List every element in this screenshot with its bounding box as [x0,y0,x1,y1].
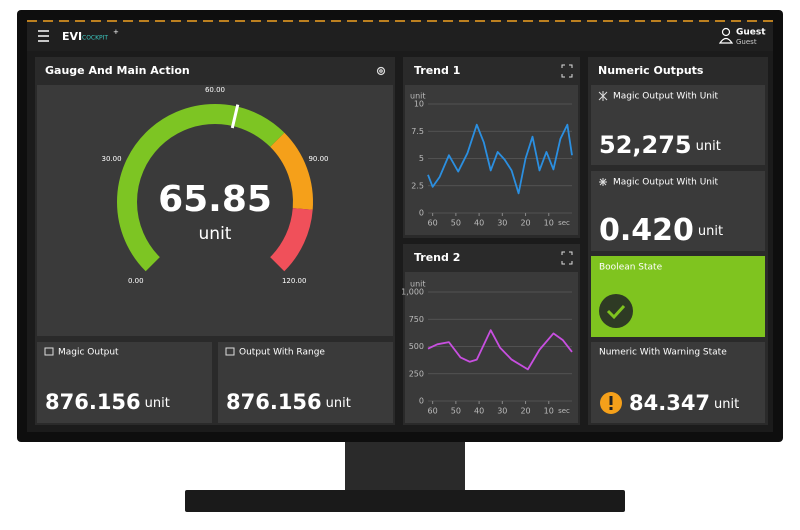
value-card [37,342,212,423]
gauge-value: 65.85 [158,179,272,220]
y-tick-label: 0 [419,397,424,406]
expand-icon[interactable] [561,64,573,78]
y-tick-label: 7.5 [411,127,424,136]
x-tick-label: 20 [520,219,530,228]
value: 876.156 [45,390,141,414]
card-title: Magic Output With Unit [613,92,719,102]
gauge-unit: unit [199,224,232,244]
trend-line [427,123,573,195]
y-tick-label: 250 [409,369,424,378]
card-value: 84.347 unit [629,391,739,415]
y-tick-label: 500 [409,342,424,351]
card-icon [598,91,608,101]
check-icon [599,294,633,328]
card-title: Output With Range [239,348,325,358]
gauge-card [37,85,393,336]
card-value: 0.420 unit [599,213,723,248]
expand-icon[interactable] [561,251,573,265]
unit: unit [698,224,723,239]
menu-button[interactable] [38,30,49,42]
value-card [591,85,765,165]
trend-line [427,329,573,371]
x-tick-label: 60 [428,219,438,228]
gauge-zone [116,103,285,272]
warning-icon [600,392,622,414]
x-tick-label: 50 [451,219,461,228]
panel-title: Numeric Outputs [598,64,704,77]
panel-title: Trend 1 [414,64,460,77]
x-axis-unit: sec [558,407,570,415]
user-icon[interactable] [718,27,734,44]
value-card [591,171,765,251]
x-tick-label: 10 [544,219,554,228]
card-icon [225,347,235,356]
y-tick-label: 750 [409,315,424,324]
monitor-neck [345,440,465,492]
value: 84.347 [629,391,710,415]
card-title: Magic Output With Unit [613,178,719,188]
x-tick-label: 10 [544,407,554,416]
card-title: Boolean State [599,263,663,273]
x-tick-label: 30 [497,407,507,416]
card-icon [44,347,54,356]
x-tick-label: 40 [474,219,484,228]
value-card [218,342,393,423]
gauge-tick-label: 60.00 [205,86,225,94]
user-name: Guest [736,28,766,38]
logo: EVI [62,30,82,43]
y-tick-label: 1,000 [401,288,424,297]
card-title: Numeric With Warning State [599,348,727,358]
monitor-base [185,490,625,512]
settings-icon[interactable] [376,66,386,76]
x-tick-label: 20 [520,407,530,416]
value: 0.420 [599,213,694,248]
x-tick-label: 30 [497,219,507,228]
gauge-tick-label: 0.00 [128,277,144,285]
panel-title: Trend 2 [414,251,460,264]
card-value: 876.156 unit [226,390,351,414]
chart-card [405,272,578,423]
unit: unit [714,397,739,412]
unit: unit [696,139,721,154]
unit: unit [326,396,351,411]
x-tick-label: 60 [428,407,438,416]
gauge-needle [230,104,240,129]
logo-sub: COCKPIT [82,35,108,42]
x-tick-label: 40 [474,407,484,416]
value: 876.156 [226,390,322,414]
card-value: 52,275 unit [599,131,721,159]
panel-title: Gauge And Main Action [45,64,190,77]
gauge-zone [269,132,313,210]
y-axis-label: unit [410,92,426,101]
card-title: Magic Output [58,348,119,358]
y-tick-label: 0 [419,209,424,218]
gauge-zone [269,207,313,272]
gauge-tick-label: 120.00 [282,277,307,285]
card-value: 876.156 unit [45,390,170,414]
top-bar [27,20,773,51]
y-axis-label: unit [410,280,426,289]
y-tick-label: 2.5 [411,181,424,190]
y-tick-label: 10 [414,100,424,109]
gauge-tick-label: 90.00 [308,155,328,163]
y-tick-label: 5 [419,154,424,163]
card-icon [599,178,607,186]
chart-card [405,85,578,235]
gauge-tick-label: 30.00 [102,155,122,163]
logo-sup: + [113,28,119,36]
user-role: Guest [736,38,757,46]
x-tick-label: 50 [451,407,461,416]
unit: unit [145,396,170,411]
x-axis-unit: sec [558,219,570,227]
warning-card [591,342,765,423]
value: 52,275 [599,131,692,159]
